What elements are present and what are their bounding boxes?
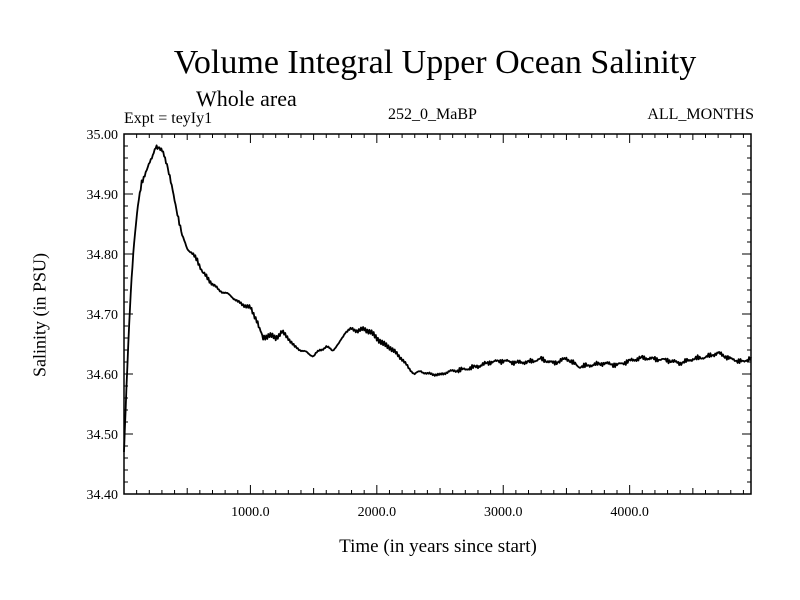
y-tick-label: 34.60 — [87, 368, 119, 383]
plot-frame — [123, 133, 752, 495]
x-tick-label: 1000.0 — [231, 505, 270, 520]
experiment-label: Expt = teyIy1 — [124, 110, 213, 127]
axis-tick-labels: 1000.0 2000.0 3000.0 4000.0 34.40 34.50 34.60 3… — [87, 128, 649, 520]
period-label: 252_0_MaBP — [388, 106, 477, 123]
y-tick-label: 34.40 — [87, 488, 119, 503]
y-tick-label: 34.80 — [87, 248, 119, 263]
chart-subtitle: Whole area — [196, 86, 297, 111]
y-tick-label: 34.50 — [87, 428, 119, 443]
axis-ticks — [124, 134, 751, 494]
x-axis-label: Time (in years since start) — [339, 536, 537, 557]
x-tick-label: 4000.0 — [610, 505, 649, 520]
salinity-series-line — [123, 144, 752, 453]
y-tick-label: 34.70 — [87, 308, 119, 323]
x-tick-label: 2000.0 — [358, 505, 397, 520]
months-label: ALL_MONTHS — [647, 106, 754, 123]
y-tick-label: 35.00 — [87, 128, 119, 143]
x-tick-label: 3000.0 — [484, 505, 523, 520]
chart-title: Volume Integral Upper Ocean Salinity — [173, 44, 697, 81]
y-tick-label: 34.90 — [87, 188, 119, 203]
